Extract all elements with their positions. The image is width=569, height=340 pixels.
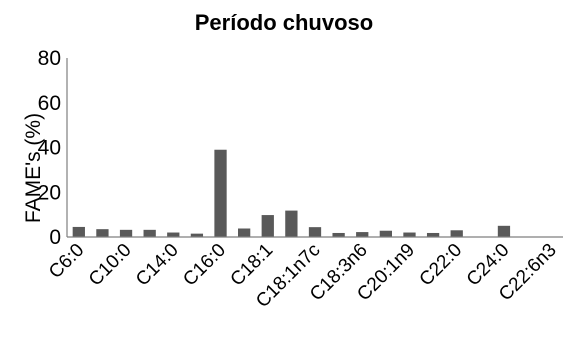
x-tick-label: C16:0 [179, 240, 230, 291]
bar [96, 229, 109, 237]
bar [72, 226, 85, 237]
chart-title: Período chuvoso [195, 10, 373, 35]
bar [285, 210, 298, 237]
bar [403, 232, 416, 237]
bar [214, 149, 227, 237]
y-axis-label: FAME's (%) [22, 113, 45, 223]
bar [497, 225, 511, 237]
bar [119, 229, 133, 237]
bar [308, 227, 322, 237]
bars-group [72, 149, 511, 237]
bar [450, 230, 463, 237]
bar [190, 233, 204, 237]
y-tick-label: 0 [49, 226, 61, 249]
bar [332, 232, 345, 237]
bar [143, 229, 156, 237]
bar [238, 228, 251, 237]
x-tick-label: C14:0 [132, 240, 183, 291]
bar [379, 230, 392, 237]
y-tick-label: 80 [38, 47, 61, 70]
bar [167, 232, 180, 237]
y-tick-label: 20 [38, 181, 61, 204]
x-axis-labels: C6:0C10:0C14:0C16:0C18:1C18:1n7cC18:3n6C… [45, 240, 561, 312]
bar [426, 232, 440, 237]
y-axis-ticks: 0 20 40 60 80 [38, 47, 61, 249]
y-tick-label: 60 [38, 92, 61, 115]
x-tick-label: C22:0 [416, 240, 467, 291]
bar [261, 215, 274, 237]
x-tick-label: C10:0 [85, 240, 136, 291]
bar [356, 232, 369, 237]
y-tick-label: 40 [38, 137, 61, 160]
